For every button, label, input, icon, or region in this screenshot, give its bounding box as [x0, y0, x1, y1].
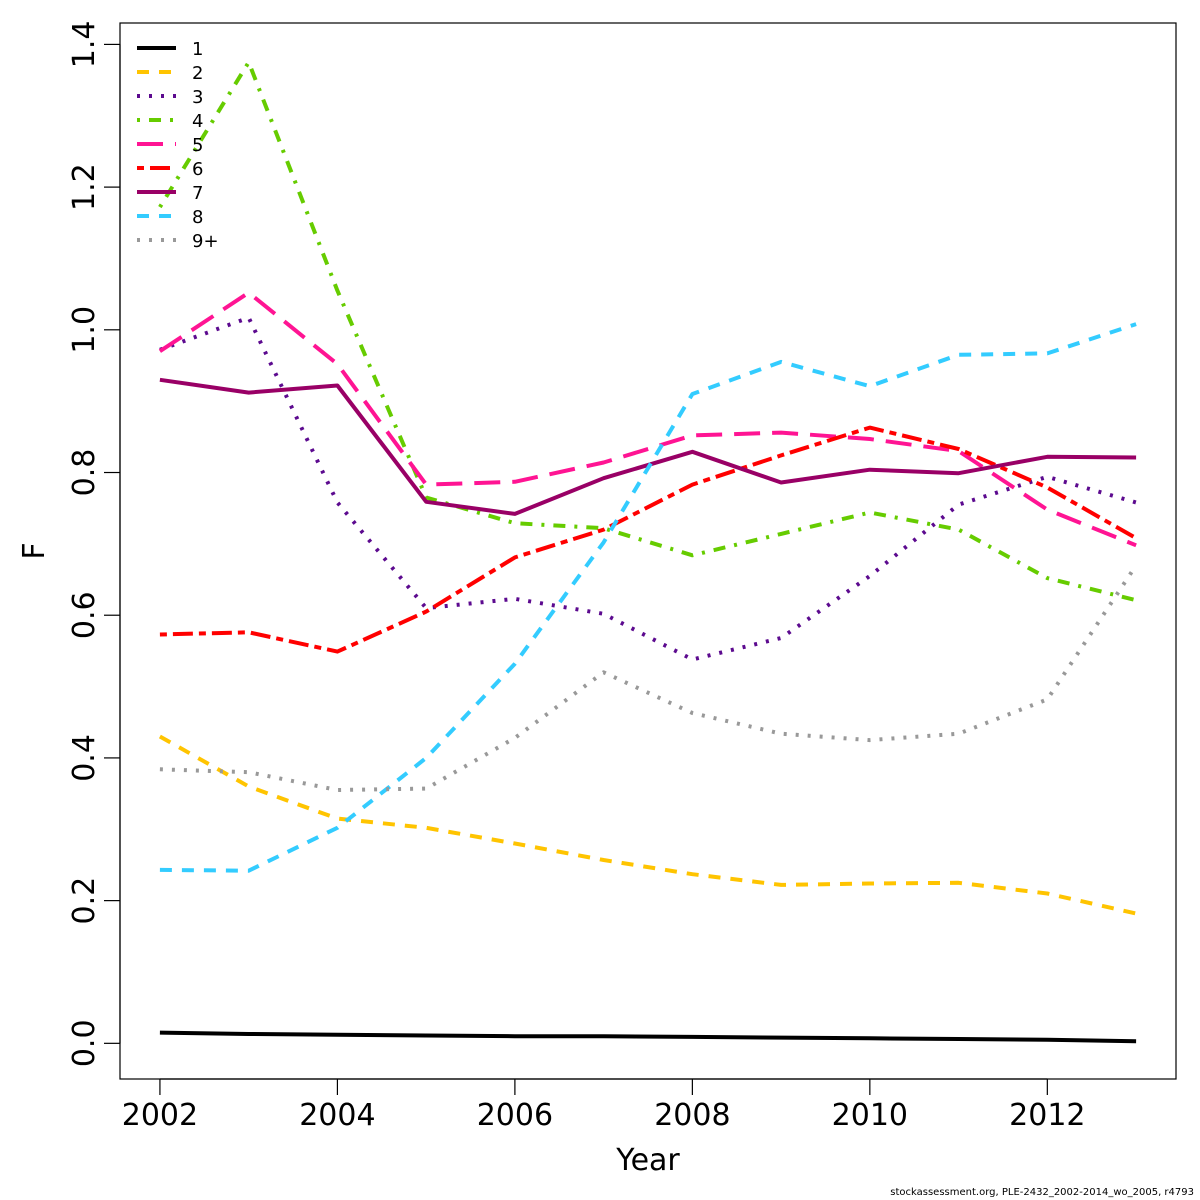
series-line-8: [159, 322, 1137, 873]
x-axis-title: Year: [615, 1143, 680, 1178]
legend-label-5: 5: [192, 135, 203, 156]
x-tick-label: 2006: [477, 1098, 553, 1133]
legend-label-3: 3: [192, 87, 203, 108]
legend-label-2: 2: [192, 63, 203, 84]
plot-frame: [119, 22, 1177, 1080]
legend: 1 2 3 4 5 6 7 8 9+: [137, 39, 219, 252]
series-line-2: [158, 734, 1137, 916]
y-tick-label: 0.2: [67, 877, 102, 925]
series-layer: [158, 60, 1138, 1044]
x-tick-label: 2008: [654, 1098, 730, 1133]
y-tick-label: 0.6: [67, 591, 102, 639]
y-tick-label: 0.4: [67, 734, 102, 782]
x-tick-label: 2012: [1009, 1098, 1085, 1133]
legend-label-7: 7: [192, 183, 203, 204]
y-axis-title: F: [17, 542, 52, 559]
legend-label-1: 1: [192, 39, 203, 60]
y-tick-label: 0.0: [67, 1019, 102, 1067]
legend-label-4: 4: [192, 111, 203, 132]
y-tick-label: 1.0: [67, 306, 102, 354]
series-line-5: [158, 290, 1137, 548]
legend-label-8: 8: [192, 207, 203, 228]
y-tick-label: 0.8: [67, 449, 102, 497]
series-line-9: [159, 564, 1138, 792]
y-tick-label: 1.2: [67, 163, 102, 211]
legend-label-6: 6: [192, 159, 203, 180]
series-line-1: [159, 1030, 1137, 1044]
x-tick-label: 2004: [299, 1098, 375, 1133]
legend-label-9: 9+: [192, 231, 219, 252]
y-tick-label: 1.4: [67, 21, 102, 69]
series-line-6: [159, 425, 1138, 654]
series-line-3: [159, 315, 1137, 662]
series-line-7: [159, 377, 1137, 516]
x-axis: 2002 2004 2006 2008 2010 2012: [122, 1078, 1086, 1133]
series-line-4: [158, 60, 1137, 603]
x-tick-label: 2002: [122, 1098, 198, 1133]
y-axis: 0.0 0.2 0.4 0.6 0.8 1.0 1.2 1.4: [67, 21, 121, 1067]
x-tick-label: 2010: [832, 1098, 908, 1133]
footer-credit: stockassessment.org, PLE-2432_2002-2014_…: [890, 1187, 1194, 1198]
